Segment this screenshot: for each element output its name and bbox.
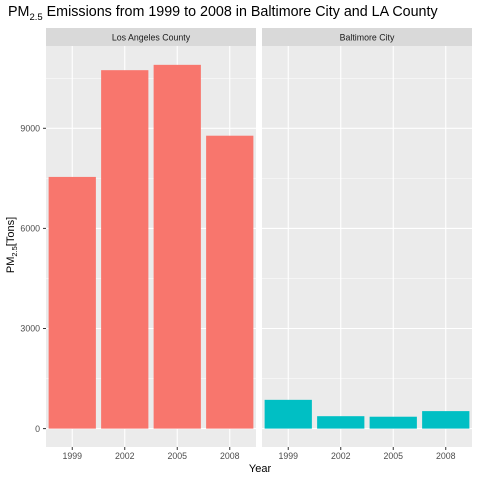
bar xyxy=(422,411,470,429)
chart-title-base: PM xyxy=(8,4,29,20)
bar xyxy=(153,64,201,429)
x-tick-label: 2002 xyxy=(331,451,351,461)
x-tick-label: 2005 xyxy=(383,451,403,461)
bar xyxy=(369,416,417,429)
x-tick-label: 1999 xyxy=(62,451,82,461)
y-axis-title-rest: [Tons] xyxy=(5,217,17,246)
chart-title: PM2.5 Emissions from 1999 to 2008 in Bal… xyxy=(8,4,438,23)
x-tick-label: 1999 xyxy=(278,451,298,461)
y-axis-title-base: PM xyxy=(5,257,17,274)
facet-label: Los Angeles County xyxy=(112,33,191,43)
facet-strip xyxy=(262,28,472,46)
y-axis-title: PM2.5[Tons] xyxy=(5,217,19,273)
facet-label: Baltimore City xyxy=(340,33,395,43)
x-tick-label: 2008 xyxy=(436,451,456,461)
y-tick-label: 6000 xyxy=(20,224,40,234)
chart-title-rest: Emissions from 1999 to 2008 in Baltimore… xyxy=(43,4,439,20)
bar xyxy=(101,70,149,429)
panel-background xyxy=(262,46,472,447)
bar xyxy=(48,176,96,429)
y-tick-label: 9000 xyxy=(20,124,40,134)
x-tick-label: 2002 xyxy=(115,451,135,461)
x-axis-title: Year xyxy=(249,463,272,475)
y-tick-label: 0 xyxy=(35,424,40,434)
bar xyxy=(206,135,254,429)
bar xyxy=(317,416,365,429)
bar xyxy=(264,399,312,429)
x-tick-label: 2005 xyxy=(167,451,187,461)
plot-layer: Los Angeles County 1999 2002 2005 2008 Baltim… xyxy=(20,28,472,461)
x-tick-label: 2008 xyxy=(220,451,240,461)
y-tick-label: 3000 xyxy=(20,324,40,334)
chart-title-subscript: 2.5 xyxy=(29,12,42,23)
y-axis-title-subscript: 2.5 xyxy=(10,246,19,256)
facet-strip xyxy=(46,28,256,46)
